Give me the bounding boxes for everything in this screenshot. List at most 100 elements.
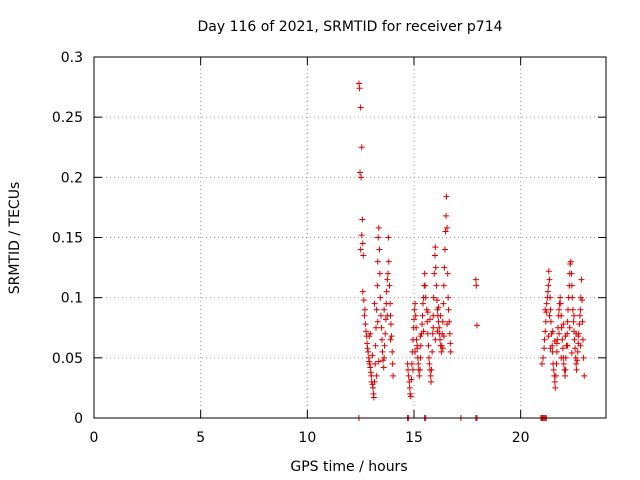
data-point [356, 85, 363, 92]
data-point [447, 340, 454, 347]
data-point [382, 316, 389, 323]
data-point [436, 324, 443, 331]
x-tick-label: 0 [90, 430, 99, 446]
data-point [574, 357, 581, 364]
data-point [540, 354, 547, 361]
data-point [547, 345, 554, 352]
data-point [366, 333, 373, 340]
data-point [430, 294, 437, 301]
data-point [578, 276, 585, 283]
data-point [558, 354, 565, 361]
data-point [417, 333, 424, 340]
data-point [383, 288, 390, 295]
data-point [419, 312, 426, 319]
data-point [358, 174, 365, 181]
data-point [373, 324, 380, 331]
data-point [416, 372, 423, 379]
data-point [559, 336, 566, 343]
data-point [432, 264, 439, 271]
data-point [557, 294, 564, 301]
data-point [382, 330, 389, 337]
data-point [433, 282, 440, 289]
data-point [437, 312, 444, 319]
data-point [357, 169, 364, 176]
x-tick-label: 10 [298, 430, 316, 446]
data-point [374, 318, 381, 325]
data-point [387, 300, 394, 307]
data-point [568, 350, 575, 357]
data-point [570, 318, 577, 325]
data-point [417, 354, 424, 361]
data-point [573, 360, 580, 367]
data-point [421, 270, 428, 277]
data-point [425, 342, 432, 349]
data-point [440, 282, 447, 289]
data-point [415, 360, 422, 367]
grid [94, 57, 606, 418]
data-point [432, 336, 439, 343]
data-point [369, 352, 376, 359]
data-point [539, 360, 545, 367]
data-point [574, 348, 581, 355]
data-point [387, 321, 394, 328]
data-point [542, 328, 549, 335]
y-tick-label: 0.3 [61, 50, 83, 66]
data-point [355, 80, 362, 87]
data-point [361, 312, 368, 319]
data-point [360, 252, 367, 259]
data-point [411, 316, 417, 323]
data-point [365, 348, 372, 355]
data-point [579, 336, 586, 343]
data-point [439, 318, 446, 325]
data-point [374, 258, 381, 265]
data-point [444, 270, 451, 277]
data-point [427, 372, 434, 379]
data-point [408, 360, 415, 367]
data-point [562, 366, 569, 373]
data-point [441, 264, 448, 271]
data-point [420, 328, 427, 335]
data-point [386, 282, 393, 289]
data-point [438, 348, 445, 355]
data-point [446, 330, 453, 337]
data-point [359, 288, 366, 295]
data-point [429, 348, 436, 355]
data-point [405, 372, 412, 379]
data-point [564, 342, 571, 349]
y-tick-label: 0.05 [52, 351, 83, 367]
data-point [371, 378, 378, 385]
data-point [381, 306, 388, 313]
data-point [379, 336, 385, 343]
data-point [543, 300, 550, 307]
data-point [389, 360, 396, 367]
data-point [432, 244, 439, 251]
data-point [445, 294, 452, 301]
data-point [428, 378, 435, 385]
data-point [572, 345, 579, 352]
data-point [558, 324, 565, 331]
data-point [441, 246, 448, 253]
data-point [425, 354, 432, 361]
data-point [564, 318, 571, 325]
x-axis-label: GPS time / hours [290, 459, 407, 475]
data-point [412, 300, 419, 307]
data-point [442, 228, 449, 235]
data-point [377, 294, 384, 301]
data-point [562, 333, 569, 340]
data-point [573, 366, 580, 373]
data-point [558, 312, 565, 319]
data-point [357, 104, 364, 111]
data-point [444, 224, 451, 231]
data-point [428, 366, 435, 373]
data-point [407, 393, 414, 400]
y-tick-label: 0 [74, 411, 83, 427]
data-point [431, 270, 438, 277]
data-point [549, 328, 556, 335]
x-tick-label: 15 [405, 430, 423, 446]
data-point [409, 366, 416, 373]
data-point [547, 294, 554, 301]
data-point [361, 306, 368, 313]
data-point [568, 282, 575, 289]
data-point [445, 306, 452, 313]
